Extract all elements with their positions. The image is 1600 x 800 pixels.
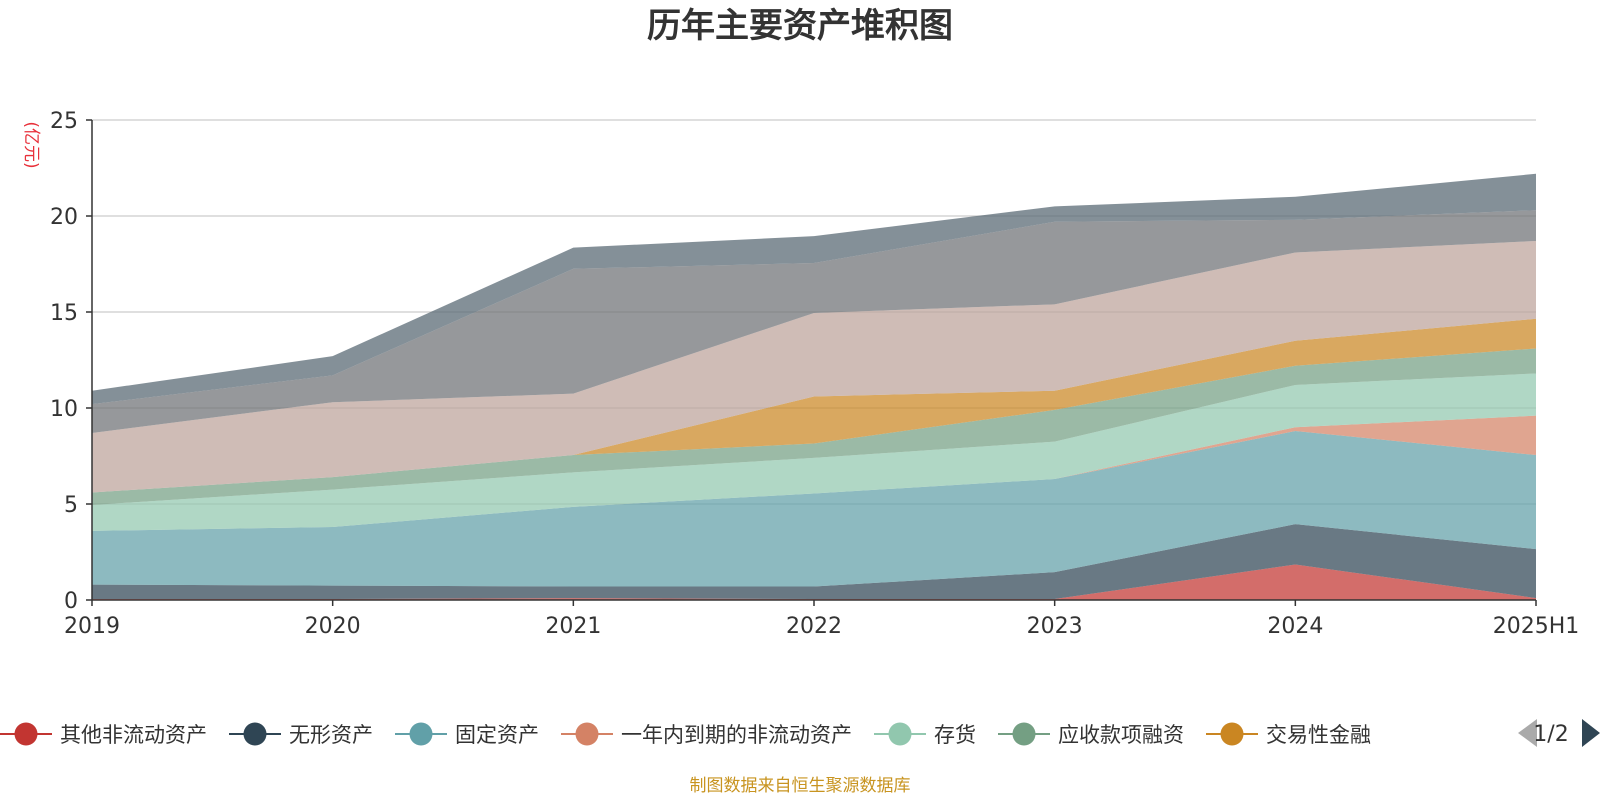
y-tick-label: 15 — [50, 301, 78, 326]
legend-item[interactable]: 一年内到期的非流动资产 — [561, 722, 852, 748]
area-series-0[interactable] — [92, 564, 1536, 600]
legend-item[interactable]: 应收款项融资 — [998, 722, 1184, 748]
legend-marker-icon — [409, 722, 433, 746]
legend-page-indicator: 1/2 — [1533, 722, 1568, 747]
area-series-6[interactable] — [92, 318, 1536, 493]
legend-marker-icon — [243, 722, 267, 746]
legend-pager: 1/2 — [1518, 719, 1600, 747]
x-tick-label: 2022 — [786, 614, 842, 639]
legend-marker-icon — [575, 722, 599, 746]
y-tick-label: 20 — [50, 205, 78, 230]
legend-item[interactable]: 存货 — [874, 722, 976, 748]
area-series-3[interactable] — [92, 415, 1536, 531]
area-series-9[interactable] — [92, 173, 1536, 405]
x-tick-label: 2023 — [1027, 614, 1083, 639]
area-series-5[interactable] — [92, 348, 1536, 505]
x-tick-label: 2019 — [64, 614, 120, 639]
legend-marker-icon — [14, 722, 38, 746]
legend-label: 其他非流动资产 — [60, 723, 207, 747]
area-series-7[interactable] — [92, 240, 1536, 493]
area-series-8[interactable] — [92, 210, 1536, 433]
chart-title: 历年主要资产堆积图 — [647, 6, 953, 46]
legend-next-icon[interactable] — [1582, 719, 1600, 747]
legend-label: 固定资产 — [455, 723, 539, 747]
legend-label: 一年内到期的非流动资产 — [621, 723, 852, 747]
legend-prev-icon[interactable] — [1518, 719, 1537, 747]
area-series-2[interactable] — [92, 431, 1536, 587]
legend-marker-icon — [1220, 722, 1244, 746]
y-tick-label: 10 — [50, 397, 78, 422]
area-series-1[interactable] — [92, 524, 1536, 600]
legend-label: 存货 — [934, 723, 976, 747]
x-tick-label: 2025H1 — [1493, 614, 1580, 639]
axes: 0 5 10 15 20 25 2019 2020 2021 2022 2023 2024 2025H1 — [50, 109, 1579, 639]
y-tick-label: 0 — [64, 589, 78, 614]
legend-label: 应收款项融资 — [1058, 723, 1184, 747]
legend-item[interactable]: 无形资产 — [229, 722, 373, 748]
legend-item[interactable]: 交易性金融 — [1206, 722, 1371, 748]
y-tick-label: 5 — [64, 493, 78, 518]
data-source-note: 制图数据来自恒生聚源数据库 — [690, 776, 911, 796]
x-tick-label: 2024 — [1267, 614, 1323, 639]
x-tick-label: 2020 — [305, 614, 361, 639]
y-tick-label: 25 — [50, 109, 78, 134]
legend-item[interactable]: 固定资产 — [395, 722, 539, 748]
area-series-group — [92, 173, 1536, 600]
y-axis-unit-label: (亿元) — [21, 121, 41, 168]
legend: 其他非流动资产 无形资产 固定资产 一年内到期的非流动资产 存货 应收款项融资 交易性金融 — [0, 722, 1371, 748]
legend-label: 无形资产 — [289, 723, 373, 747]
legend-label: 交易性金融 — [1266, 723, 1371, 747]
x-tick-label: 2021 — [545, 614, 601, 639]
legend-item[interactable]: 其他非流动资产 — [0, 722, 207, 748]
legend-marker-icon — [1012, 722, 1036, 746]
legend-marker-icon — [888, 722, 912, 746]
area-series-4[interactable] — [92, 373, 1536, 531]
